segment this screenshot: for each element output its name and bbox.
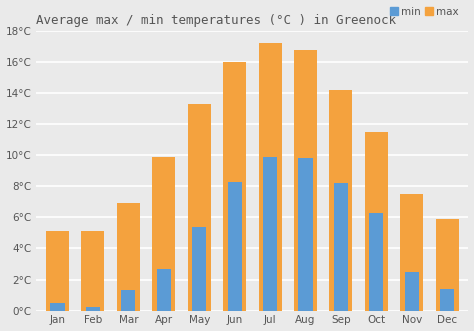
Bar (82, 231, 104, 310)
Bar (117, 203, 140, 310)
Bar (258, 43, 282, 310)
Bar (188, 104, 211, 310)
Bar (263, 157, 277, 310)
Bar (369, 213, 383, 310)
Bar (228, 182, 242, 310)
Bar (365, 132, 388, 310)
Bar (152, 157, 175, 310)
Bar (121, 290, 136, 310)
Text: Average max / min temperatures (°C ) in Greenock: Average max / min temperatures (°C ) in … (36, 14, 396, 27)
Bar (405, 272, 419, 310)
Bar (436, 219, 459, 310)
Bar (294, 50, 317, 310)
Bar (50, 303, 64, 310)
Bar (223, 62, 246, 310)
Bar (86, 307, 100, 310)
Bar (400, 194, 423, 310)
Legend: min, max: min, max (385, 3, 463, 21)
Bar (299, 158, 312, 310)
Bar (46, 231, 69, 310)
Bar (192, 227, 206, 310)
Bar (334, 183, 348, 310)
Bar (157, 269, 171, 310)
Bar (329, 90, 353, 310)
Bar (440, 289, 454, 310)
